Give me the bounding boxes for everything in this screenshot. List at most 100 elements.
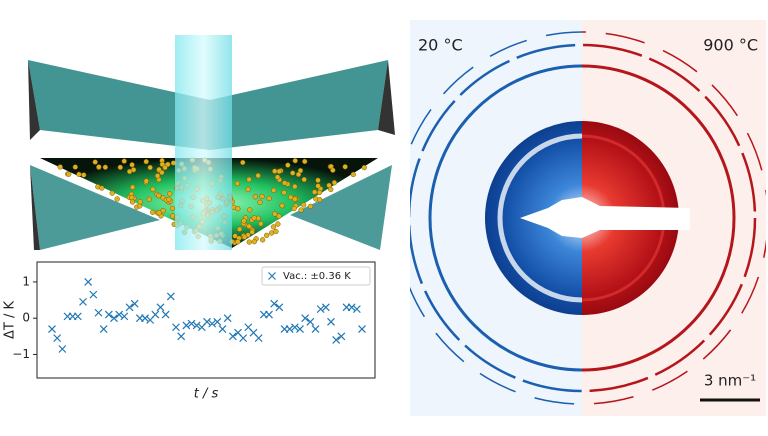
particle <box>129 194 135 201</box>
particle <box>257 199 263 205</box>
particle <box>240 159 246 166</box>
data-point <box>53 334 62 343</box>
right-temperature: 900 °C <box>703 36 758 55</box>
data-point <box>321 303 330 312</box>
particle <box>281 180 288 186</box>
particle <box>317 197 323 203</box>
particle <box>246 176 252 183</box>
particle <box>281 189 287 196</box>
data-point <box>311 325 320 333</box>
data-point <box>177 332 186 341</box>
data-point <box>275 303 284 312</box>
particle <box>146 196 152 202</box>
particle <box>302 158 308 165</box>
particle <box>150 186 156 192</box>
particle <box>143 178 149 184</box>
data-point <box>306 317 315 326</box>
particle <box>350 171 356 178</box>
particle <box>298 207 304 213</box>
particle <box>129 199 136 205</box>
particle <box>271 187 277 194</box>
particle <box>274 174 281 180</box>
particle <box>143 158 149 165</box>
data-point <box>296 325 304 333</box>
particle <box>266 195 272 202</box>
particle <box>241 218 247 224</box>
data-point <box>166 292 175 301</box>
particle <box>272 211 278 217</box>
particle <box>121 158 127 164</box>
particle <box>316 189 323 196</box>
particle <box>252 194 259 200</box>
data-point <box>347 303 356 312</box>
legend-label: Vac.: ±0.36 K <box>283 271 351 282</box>
data-point <box>332 336 341 344</box>
data-point <box>337 332 346 341</box>
particle <box>109 190 115 196</box>
particle <box>129 184 136 190</box>
data-point <box>285 325 294 333</box>
particle <box>166 196 172 203</box>
particle <box>273 228 279 235</box>
particle <box>245 186 251 192</box>
particle <box>236 226 243 232</box>
data-point <box>110 314 118 323</box>
data-point <box>301 314 310 323</box>
data-point <box>84 278 93 286</box>
data-point <box>182 321 191 330</box>
particle <box>96 164 102 170</box>
particle <box>279 203 285 209</box>
particle <box>331 180 338 186</box>
particle <box>315 177 321 183</box>
particle <box>276 213 282 219</box>
data-point <box>172 323 180 332</box>
data-point <box>104 310 113 319</box>
data-point <box>73 312 82 321</box>
particle <box>275 221 281 227</box>
particle <box>247 207 253 213</box>
particle <box>264 232 270 239</box>
particle <box>102 164 108 170</box>
particle <box>76 171 82 177</box>
data-point <box>58 345 67 353</box>
particle <box>249 229 255 235</box>
x-axis-label: t / s <box>194 387 219 402</box>
data-point <box>327 317 335 326</box>
particle <box>162 164 168 171</box>
particle <box>126 168 133 175</box>
particle <box>270 224 277 230</box>
particle <box>251 215 257 221</box>
data-point <box>223 314 232 323</box>
particle <box>156 193 162 199</box>
particle <box>285 162 291 168</box>
particle <box>57 164 63 170</box>
particle <box>169 205 176 212</box>
particle <box>129 162 135 168</box>
particle <box>342 164 348 170</box>
data-point <box>141 314 149 323</box>
particle <box>117 164 123 170</box>
particle <box>99 185 105 191</box>
particle <box>255 172 261 179</box>
legend <box>261 266 371 286</box>
chart: ΔT / K t / s −1 0 1 Vac.: ±0.36 K <box>3 261 376 402</box>
particle <box>156 166 162 173</box>
left-temperature: 20 °C <box>418 36 463 55</box>
particle <box>235 239 241 245</box>
data-point <box>161 310 170 319</box>
particle <box>251 239 257 245</box>
particle <box>326 182 332 189</box>
particle <box>150 209 156 215</box>
particle <box>154 173 161 179</box>
particle <box>235 206 241 212</box>
data-point <box>125 303 134 312</box>
particle <box>292 183 298 190</box>
data-point <box>213 317 222 326</box>
particle <box>66 171 72 177</box>
data-point <box>265 310 273 319</box>
data-point <box>115 310 124 319</box>
particle <box>292 196 298 202</box>
particle <box>301 176 307 183</box>
particle <box>295 171 302 178</box>
